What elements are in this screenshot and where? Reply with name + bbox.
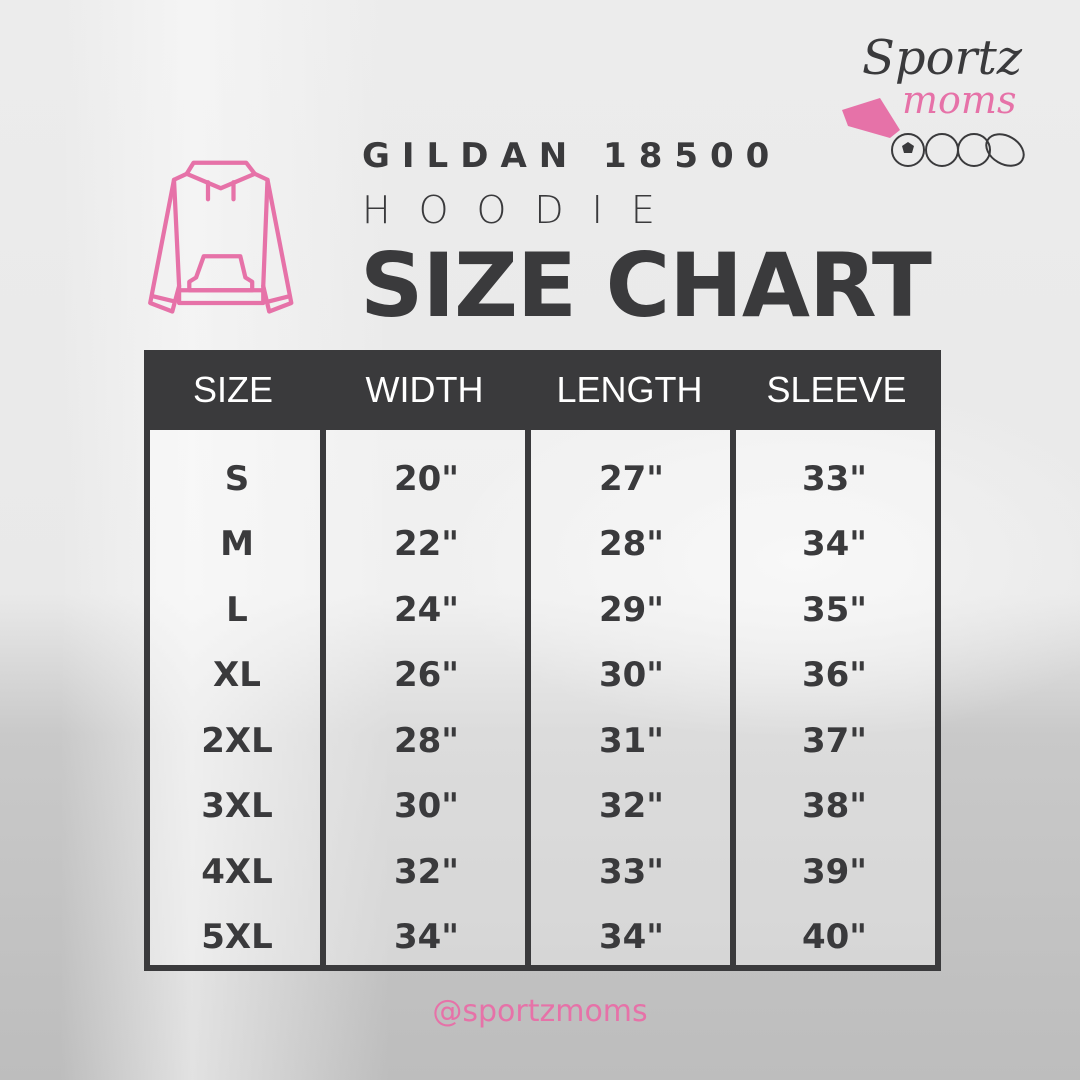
cell-sleeve: 40" (801, 917, 868, 958)
cell-width: 30" (393, 786, 460, 827)
header-width: WIDTH (365, 369, 484, 410)
table-row: XL 26" 30" 36" (150, 643, 935, 709)
cell-size: S (224, 458, 250, 499)
cell-length: 28" (598, 524, 665, 565)
size-table: SIZE WIDTH LENGTH SLEEVE S 20" 27" 33" M 22" 2… (144, 350, 941, 971)
table-row: 4XL 32" 33" 39" (150, 839, 935, 905)
background-photo (60, 0, 390, 1080)
sports-balls-icon (842, 98, 1025, 167)
table-row: M 22" 28" 34" (150, 512, 935, 578)
cell-size: L (226, 589, 248, 630)
column-divider (730, 430, 736, 965)
cell-length: 32" (598, 786, 665, 827)
cell-sleeve: 39" (801, 851, 868, 892)
cell-size: 2XL (201, 720, 273, 761)
cell-length: 27" (598, 458, 665, 499)
page-title: SIZE CHART (360, 234, 932, 337)
header-length: LENGTH (556, 369, 703, 410)
table-row: 2XL 28" 31" 37" (150, 708, 935, 774)
cell-sleeve: 37" (801, 720, 868, 761)
product-title: HOODIE (362, 188, 683, 232)
cell-length: 33" (598, 851, 665, 892)
cell-sleeve: 33" (801, 458, 868, 499)
table-row: 5XL 34" 34" 40" (150, 905, 935, 971)
cell-width: 34" (393, 917, 460, 958)
cell-length: 34" (598, 917, 665, 958)
sportz-moms-logo: Sportz moms (840, 30, 1050, 170)
cell-width: 20" (393, 458, 460, 499)
cell-size: XL (213, 655, 261, 696)
table-row: 3XL 30" 32" 38" (150, 774, 935, 840)
cell-width: 32" (393, 851, 460, 892)
table-row: L 24" 29" 35" (150, 577, 935, 643)
table-row: S 20" 27" 33" (150, 446, 935, 512)
hoodie-icon (148, 160, 294, 314)
cell-size: 5XL (201, 917, 273, 958)
cell-width: 24" (393, 589, 460, 630)
logo-text-sportz: Sportz (862, 30, 1023, 86)
logo-text-moms: moms (902, 78, 1017, 122)
cell-length: 30" (598, 655, 665, 696)
column-divider (320, 430, 326, 965)
cell-width: 26" (393, 655, 460, 696)
cell-width: 28" (393, 720, 460, 761)
cell-size: 3XL (201, 786, 273, 827)
cell-width: 22" (393, 524, 460, 565)
cell-length: 29" (598, 589, 665, 630)
cell-sleeve: 34" (801, 524, 868, 565)
cell-size: 4XL (201, 851, 273, 892)
brand-title: GILDAN 18500 (362, 136, 782, 176)
cell-sleeve: 38" (801, 786, 868, 827)
header-size: SIZE (192, 369, 273, 410)
cell-length: 31" (598, 720, 665, 761)
cell-sleeve: 36" (801, 655, 868, 696)
header-sleeve: SLEEVE (766, 369, 907, 410)
social-handle: @sportzmoms (432, 994, 648, 1029)
cell-sleeve: 35" (801, 589, 868, 630)
column-divider (525, 430, 531, 965)
table-body: S 20" 27" 33" M 22" 28" 34" L 24" 29" 35" XL 26" 30" 36… (150, 446, 935, 970)
table-header: SIZE WIDTH LENGTH SLEEVE (144, 350, 941, 430)
cell-size: M (220, 524, 254, 565)
